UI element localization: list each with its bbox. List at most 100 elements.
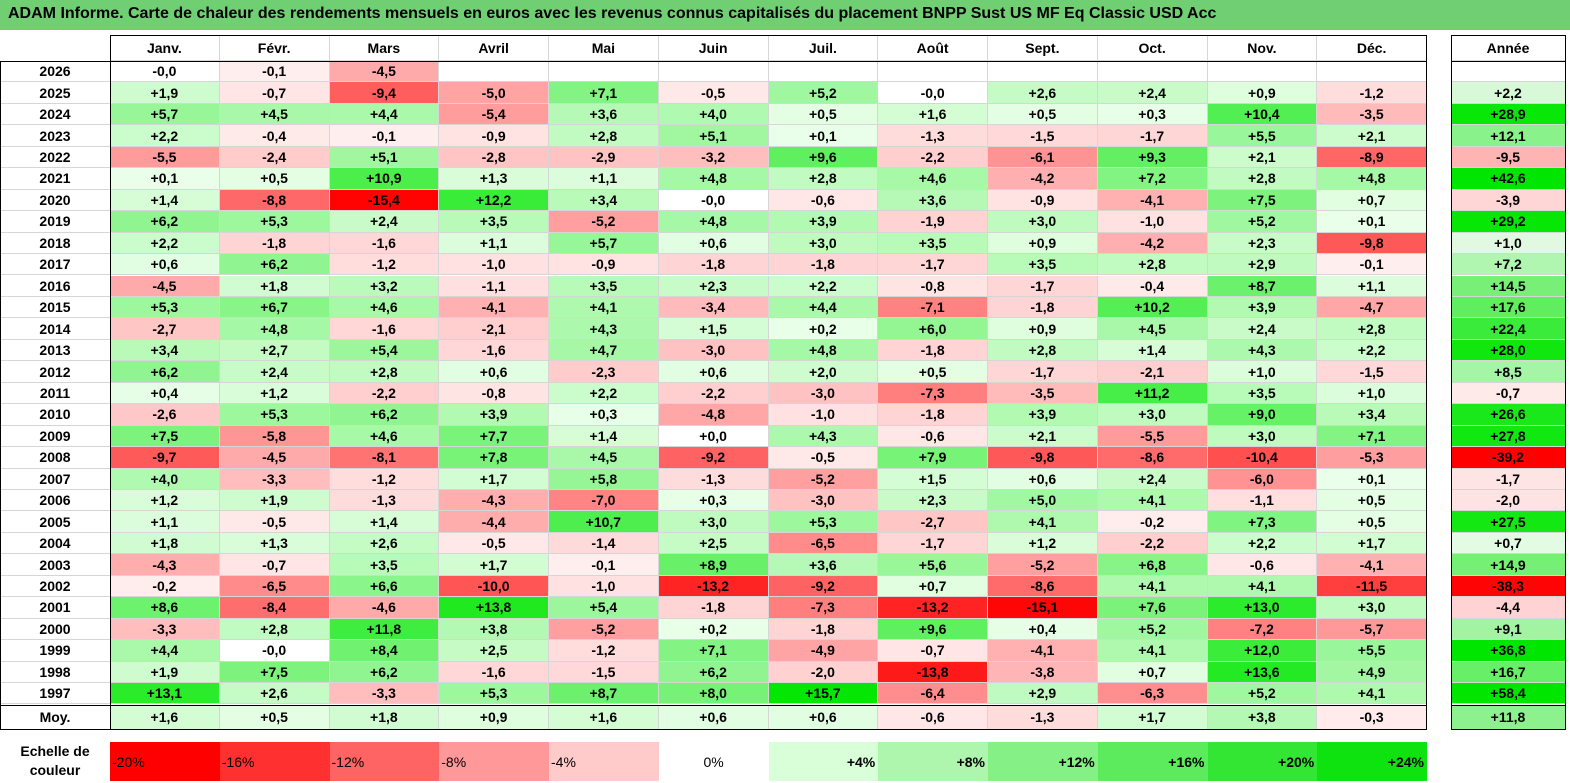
- heatmap-cell: +1,1: [110, 511, 220, 533]
- heatmap-cell: +0,0: [658, 425, 769, 448]
- heatmap-cell: +2,3: [658, 275, 769, 297]
- heatmap-cell: +2,9: [988, 683, 1098, 705]
- heatmap-cell: +4,5: [219, 103, 330, 126]
- year-label: 2015: [0, 296, 110, 319]
- heatmap-cell: +13,6: [1207, 661, 1318, 684]
- heatmap-cell: +1,0: [1207, 361, 1318, 383]
- heatmap-cell: +7,1: [1317, 425, 1427, 448]
- heatmap-cell: +11,8: [329, 618, 440, 641]
- heatmap-cell: -3,3: [110, 618, 220, 641]
- heatmap-cell: +2,2: [1207, 532, 1318, 555]
- heatmap-cell: +5,6: [878, 554, 988, 576]
- heatmap-cell: +3,5: [878, 232, 988, 255]
- year-label: 2026: [0, 61, 110, 83]
- heatmap-cell: -13,8: [878, 661, 988, 684]
- heatmap-cell: -3,2: [658, 146, 769, 169]
- annual-cell: -3,9: [1451, 189, 1566, 212]
- heatmap-cell: +3,6: [549, 103, 659, 126]
- heatmap-cell: +1,2: [219, 382, 330, 405]
- heatmap-cell: +5,2: [1207, 683, 1318, 705]
- heatmap-cell: -5,5: [1097, 425, 1208, 448]
- month-header: Août: [878, 35, 988, 61]
- heatmap-cell: +10,2: [1097, 296, 1208, 319]
- heatmap-cell: -1,8: [878, 339, 988, 362]
- month-header: Oct.: [1097, 35, 1208, 61]
- heatmap-cell: -1,0: [439, 254, 549, 276]
- heatmap-cell: -5,2: [549, 211, 659, 233]
- color-scale-step: -20%: [110, 742, 220, 781]
- heatmap-cell: +4,8: [219, 318, 330, 340]
- heatmap-cell: +4,9: [1317, 661, 1427, 684]
- heatmap-cell: +2,8: [549, 125, 659, 147]
- heatmap-cell: +3,8: [439, 618, 549, 641]
- heatmap-cell: -1,7: [878, 254, 988, 276]
- heatmap-cell: -4,8: [658, 404, 769, 426]
- heatmap-cell: +3,5: [988, 254, 1098, 276]
- annual-cell: -38,3: [1451, 575, 1566, 598]
- heatmap-cell: -0,0: [110, 61, 220, 83]
- annual-cell: +28,9: [1451, 103, 1566, 126]
- heatmap-cell: +6,2: [110, 361, 220, 383]
- heatmap-cell: -4,1: [988, 640, 1098, 662]
- month-header: Sept.: [988, 35, 1098, 61]
- year-label: 2016: [0, 275, 110, 297]
- heatmap-cell: +1,7: [439, 554, 549, 576]
- heatmap-cell: +5,0: [988, 490, 1098, 512]
- month-header: Nov.: [1207, 35, 1318, 61]
- heatmap-cell: +6,8: [1097, 554, 1208, 576]
- average-cell: +1,6: [110, 705, 220, 730]
- average-cell: +0,5: [219, 705, 330, 730]
- heatmap-cell: -0,8: [439, 382, 549, 405]
- heatmap-cell: +3,9: [988, 404, 1098, 426]
- heatmap-cell: +6,2: [329, 661, 440, 684]
- heatmap-cell: -4,5: [110, 275, 220, 297]
- heatmap-cell: -4,5: [219, 447, 330, 469]
- heatmap-cell: -1,3: [658, 468, 769, 490]
- heatmap-cell: +4,6: [878, 168, 988, 190]
- heatmap-cell: -4,9: [768, 640, 879, 662]
- heatmap-cell: -5,2: [549, 618, 659, 641]
- heatmap-cell: +7,2: [1097, 168, 1208, 190]
- heatmap-cell: +5,1: [329, 146, 440, 169]
- heatmap-cell: +1,4: [549, 425, 659, 448]
- heatmap-cell: +2,1: [1317, 125, 1427, 147]
- heatmap-cell: +3,5: [549, 275, 659, 297]
- annual-cell: +14,5: [1451, 275, 1566, 297]
- heatmap-cell: +1,6: [878, 103, 988, 126]
- heatmap-cell: +1,4: [329, 511, 440, 533]
- heatmap-cell: -8,1: [329, 447, 440, 469]
- heatmap-cell: -2,2: [1097, 532, 1208, 555]
- heatmap-cell: -3,4: [658, 296, 769, 319]
- heatmap-cell: +3,9: [439, 404, 549, 426]
- heatmap-cell: +7,5: [110, 425, 220, 448]
- year-label: 2021: [0, 168, 110, 190]
- heatmap-cell: +1,9: [110, 82, 220, 104]
- month-header: Janv.: [110, 35, 220, 61]
- heatmap-cell: -4,6: [329, 597, 440, 619]
- heatmap-cell: +7,1: [658, 640, 769, 662]
- average-label: Moy.: [0, 705, 110, 730]
- heatmap-cell: -4,7: [1317, 296, 1427, 319]
- heatmap-cell: +2,8: [219, 618, 330, 641]
- heatmap-cell: +13,8: [439, 597, 549, 619]
- heatmap-cell: -0,8: [878, 275, 988, 297]
- heatmap-cell: +4,5: [1097, 318, 1208, 340]
- annual-cell: -0,7: [1451, 382, 1566, 405]
- heatmap-cell: +3,6: [878, 189, 988, 212]
- heatmap-cell: +6,2: [658, 661, 769, 684]
- average-cell: +1,7: [1097, 705, 1208, 730]
- heatmap-cell: -0,0: [658, 189, 769, 212]
- heatmap-cell: -15,4: [329, 189, 440, 212]
- heatmap-cell: +2,0: [768, 361, 879, 383]
- heatmap-cell: +6,2: [219, 254, 330, 276]
- heatmap-cell: +9,0: [1207, 404, 1318, 426]
- heatmap-cell: -2,1: [439, 318, 549, 340]
- heatmap-cell: -5,2: [988, 554, 1098, 576]
- heatmap-cell: +8,4: [329, 640, 440, 662]
- annual-cell: [1451, 61, 1566, 83]
- heatmap-cell: -1,2: [329, 468, 440, 490]
- heatmap-cell: +3,9: [1207, 296, 1318, 319]
- color-scale-step: 0%: [658, 742, 769, 781]
- heatmap-cell: -6,5: [768, 532, 879, 555]
- heatmap-cell: +9,3: [1097, 146, 1208, 169]
